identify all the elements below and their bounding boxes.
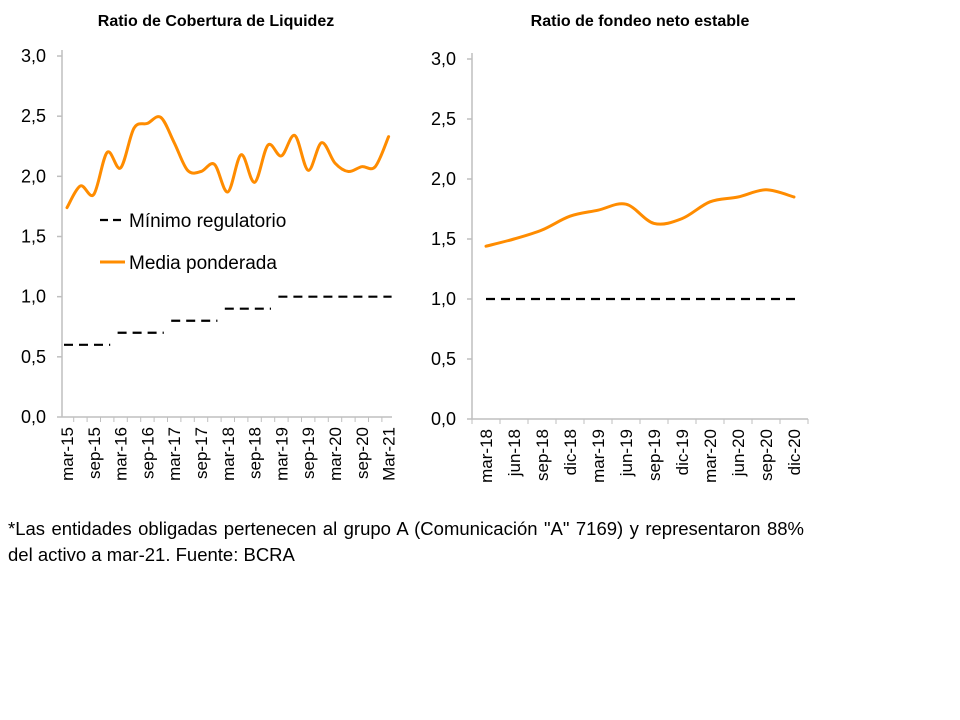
x-tick-label: mar-19 [589, 429, 608, 483]
x-tick-label: sep-19 [299, 427, 318, 479]
legend-label: Mínimo regulatorio [129, 211, 286, 232]
x-tick-label: sep-15 [85, 427, 104, 479]
x-tick-label: mar-19 [272, 427, 291, 481]
x-tick-label: sep-18 [533, 429, 552, 481]
x-tick-label: dic-20 [785, 429, 804, 475]
x-tick-label: mar-18 [477, 429, 496, 483]
y-tick-label: 1,5 [431, 229, 456, 249]
y-tick-label: 1,0 [21, 287, 46, 307]
footnote: *Las entidades obligadas pertenecen al g… [8, 518, 804, 565]
x-tick-label: mar-17 [165, 427, 184, 481]
y-tick-label: 2,0 [21, 166, 46, 186]
y-tick-label: 0,0 [21, 407, 46, 427]
x-tick-label: dic-18 [561, 429, 580, 475]
x-tick-label: jun-20 [729, 429, 748, 477]
y-tick-label: 3,0 [431, 49, 456, 69]
x-tick-label: sep-18 [246, 427, 265, 479]
x-tick-label: jun-19 [617, 429, 636, 477]
x-tick-label: mar-20 [701, 429, 720, 483]
x-tick-label: mar-16 [112, 427, 131, 481]
y-tick-label: 0,0 [431, 409, 456, 429]
y-tick-label: 2,5 [431, 109, 456, 129]
legend-label: Media ponderada [129, 253, 277, 274]
chart-title: Ratio de Cobertura de Liquidez [98, 13, 334, 30]
series-media-ponderada [484, 188, 796, 248]
x-tick-label: sep-20 [757, 429, 776, 481]
y-tick-label: 3,0 [21, 46, 46, 66]
x-tick-label: sep-16 [138, 427, 157, 479]
y-tick-label: 2,0 [431, 169, 456, 189]
chart-title: Ratio de fondeo neto estable [531, 13, 750, 30]
x-tick-label: jun-18 [505, 429, 524, 477]
x-tick-label: dic-19 [673, 429, 692, 475]
series-media-ponderada [65, 115, 391, 210]
x-tick-label: Mar-21 [380, 427, 399, 481]
y-tick-label: 0,5 [21, 347, 46, 367]
x-tick-label: sep-19 [645, 429, 664, 481]
x-tick-label: sep-17 [192, 427, 211, 479]
x-tick-label: mar-20 [326, 427, 345, 481]
y-tick-label: 1,0 [431, 289, 456, 309]
y-tick-label: 1,5 [21, 227, 46, 247]
x-tick-label: mar-15 [58, 427, 77, 481]
x-tick-label: mar-18 [219, 427, 238, 481]
y-tick-label: 0,5 [431, 349, 456, 369]
y-tick-label: 2,5 [21, 106, 46, 126]
x-tick-label: sep-20 [353, 427, 372, 479]
